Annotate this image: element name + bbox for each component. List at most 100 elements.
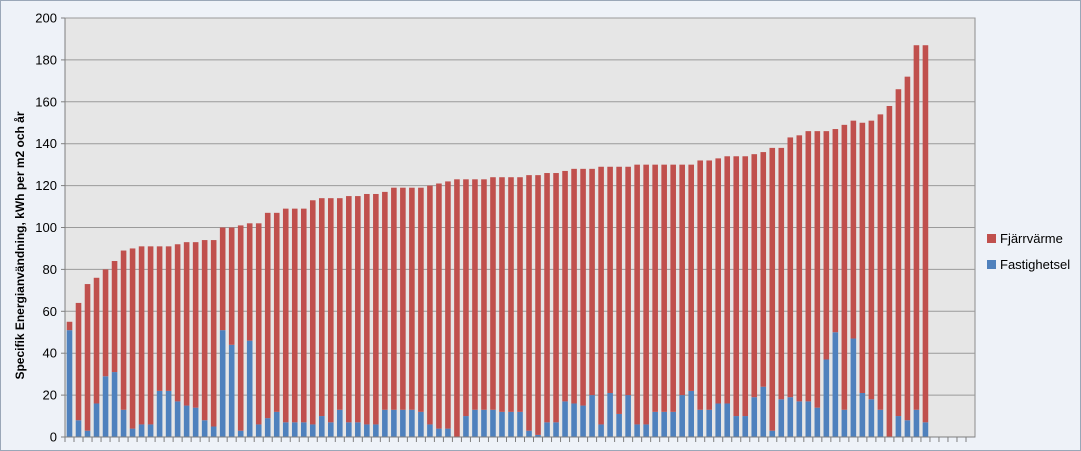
bar-fjarrvarme — [282, 208, 289, 423]
bar-fastighetsel — [580, 405, 586, 437]
bar-fjarrvarme — [75, 302, 82, 421]
bar-fastighetsel — [859, 393, 866, 437]
bar-fjarrvarme — [859, 122, 866, 393]
bar-fjarrvarme — [823, 131, 830, 360]
legend-swatch — [987, 234, 996, 243]
bar-fjarrvarme — [138, 246, 145, 425]
bar-fjarrvarme — [796, 135, 803, 402]
legend-label: Fjärrvärme — [1000, 231, 1063, 246]
bar-fastighetsel — [318, 416, 325, 437]
bar-fastighetsel — [760, 386, 767, 437]
y-tick-label: 0 — [50, 430, 57, 445]
bar-fjarrvarme — [309, 200, 316, 425]
bar-fastighetsel — [913, 409, 920, 437]
bar-fastighetsel — [138, 424, 145, 437]
bar-fjarrvarme — [273, 212, 280, 412]
bar-fastighetsel — [445, 428, 451, 437]
bar-fastighetsel — [643, 424, 649, 437]
bar-fastighetsel — [598, 424, 604, 437]
bar-fjarrvarme — [490, 177, 496, 410]
bar-fastighetsel — [481, 409, 487, 437]
bar-fjarrvarme — [192, 242, 199, 408]
bar-fastighetsel — [751, 397, 758, 437]
y-tick-label: 120 — [35, 178, 57, 193]
bar-fastighetsel — [210, 426, 217, 437]
bar-fastighetsel — [589, 395, 595, 437]
bar-fastighetsel — [499, 411, 505, 437]
bar-fastighetsel — [201, 420, 208, 437]
bar-fjarrvarme — [742, 156, 749, 417]
bar-fjarrvarme — [733, 156, 740, 417]
bar-fastighetsel — [715, 403, 722, 437]
bar-fjarrvarme — [877, 114, 884, 410]
bar-fjarrvarme — [84, 284, 91, 431]
bar-fastighetsel — [192, 407, 199, 437]
bar-fastighetsel — [697, 409, 703, 437]
bar-fjarrvarme — [147, 246, 154, 425]
bar-fjarrvarme — [832, 129, 839, 333]
bar-fjarrvarme — [706, 160, 712, 410]
bar-fastighetsel — [237, 430, 244, 437]
y-tick-label: 160 — [35, 94, 57, 109]
legend-label: Fastighetsel — [1000, 257, 1070, 272]
bar-fastighetsel — [264, 418, 271, 437]
bar-fjarrvarme — [607, 166, 613, 394]
bar-fastighetsel — [607, 393, 613, 437]
bar-fjarrvarme — [544, 173, 550, 423]
bar-fjarrvarme — [814, 131, 821, 408]
bar-fastighetsel — [706, 409, 712, 437]
bar-fjarrvarme — [805, 131, 812, 402]
bar-fjarrvarme — [715, 158, 722, 404]
bar-fastighetsel — [652, 411, 658, 437]
bar-fastighetsel — [526, 430, 532, 437]
bar-fjarrvarme — [661, 164, 667, 412]
bar-fjarrvarme — [913, 45, 920, 410]
bar-fastighetsel — [463, 416, 469, 437]
bar-fastighetsel — [255, 424, 262, 437]
bar-fastighetsel — [228, 344, 235, 437]
bar-fastighetsel — [418, 411, 424, 437]
bar-fastighetsel — [661, 411, 667, 437]
bar-fjarrvarme — [445, 181, 451, 429]
bar-fastighetsel — [382, 409, 388, 437]
bar-fastighetsel — [291, 422, 298, 437]
bar-fastighetsel — [895, 416, 902, 437]
legend-swatch — [987, 260, 996, 269]
bar-fastighetsel — [733, 416, 740, 437]
bar-fjarrvarme — [300, 208, 307, 423]
bar-fjarrvarme — [724, 156, 731, 404]
bar-fastighetsel — [427, 424, 433, 437]
bar-fastighetsel — [670, 411, 676, 437]
bar-fjarrvarme — [517, 177, 523, 412]
bar-fjarrvarme — [418, 187, 424, 412]
bar-fjarrvarme — [373, 193, 379, 425]
bar-fjarrvarme — [571, 168, 577, 404]
bar-fastighetsel — [355, 422, 361, 437]
bar-fjarrvarme — [679, 164, 685, 396]
bar-fjarrvarme — [625, 166, 631, 396]
bar-fjarrvarme — [850, 120, 857, 339]
bar-fastighetsel — [84, 430, 91, 437]
bar-fjarrvarme — [589, 168, 595, 396]
bar-fastighetsel — [742, 416, 749, 437]
bar-fastighetsel — [156, 390, 163, 437]
bar-fastighetsel — [841, 409, 848, 437]
bar-fjarrvarme — [580, 168, 586, 406]
y-tick-label: 80 — [43, 262, 57, 277]
bar-fjarrvarme — [400, 187, 406, 410]
bar-fastighetsel — [688, 390, 694, 437]
bar-fastighetsel — [346, 422, 352, 437]
bar-fjarrvarme — [697, 160, 703, 410]
bar-fjarrvarme — [841, 124, 848, 410]
bar-fastighetsel — [634, 424, 640, 437]
y-tick-label: 180 — [35, 52, 57, 67]
bar-fjarrvarme — [562, 170, 568, 402]
bar-fastighetsel — [102, 376, 109, 437]
bar-fjarrvarme — [210, 240, 217, 427]
bar-fjarrvarme — [129, 248, 136, 429]
y-axis-title: Specifik Energianvändning, kWh per m2 oc… — [13, 111, 27, 379]
bar-fastighetsel — [832, 332, 839, 437]
bar-fastighetsel — [904, 420, 911, 437]
bar-fastighetsel — [219, 330, 226, 437]
bar-fastighetsel — [174, 401, 181, 437]
